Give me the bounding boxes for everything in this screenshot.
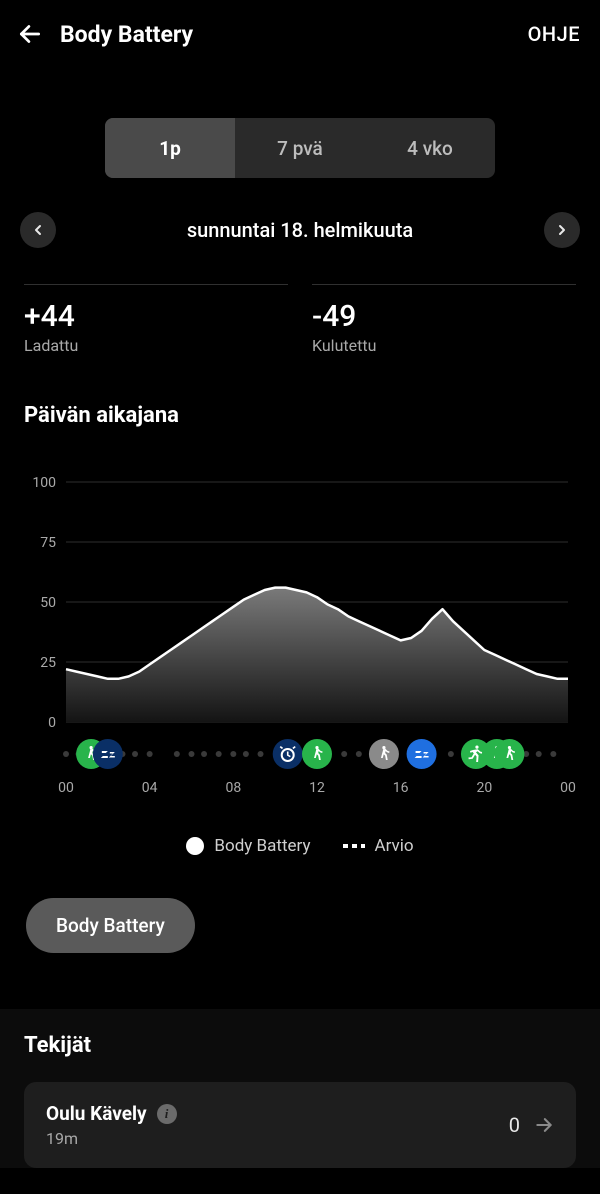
date-nav: sunnuntai 18. helmikuuta <box>0 212 600 248</box>
info-icon[interactable]: i <box>157 1104 177 1124</box>
factor-subtitle: 19m <box>46 1129 509 1148</box>
factor-title: Oulu Kävely <box>46 1102 147 1125</box>
chevron-right-icon <box>554 222 570 238</box>
legend-dash-icon <box>343 844 365 848</box>
legend-primary-label: Body Battery <box>214 836 310 856</box>
svg-text:75: 75 <box>40 535 56 551</box>
help-button[interactable]: OHJE <box>528 22 580 46</box>
legend-dot-icon <box>186 837 204 855</box>
timeline-title: Päivän aikajana <box>0 403 600 428</box>
range-tab-7pva[interactable]: 7 pvä <box>235 118 365 178</box>
range-segmented-wrap: 1p 7 pvä 4 vko <box>0 118 600 178</box>
factor-value: 0 <box>509 1113 520 1137</box>
legend-estimate: Arvio <box>343 836 414 856</box>
range-segmented: 1p 7 pvä 4 vko <box>105 118 495 178</box>
factor-left: Oulu Kävely i 19m <box>46 1102 509 1148</box>
svg-text:16: 16 <box>393 780 409 796</box>
svg-text:25: 25 <box>40 655 56 671</box>
stat-charged-value: +44 <box>24 299 288 334</box>
chart-legend: Body Battery Arvio <box>0 836 600 856</box>
arrow-left-icon <box>17 21 43 47</box>
sleep-event-icon[interactable] <box>407 739 437 769</box>
stat-drained-value: -49 <box>312 299 576 334</box>
svg-text:00: 00 <box>58 780 74 796</box>
factor-title-row: Oulu Kävely i <box>46 1102 509 1125</box>
svg-text:08: 08 <box>225 780 241 796</box>
svg-text:0: 0 <box>48 715 56 731</box>
date-label: sunnuntai 18. helmikuuta <box>187 218 413 242</box>
factors-title: Tekijät <box>24 1033 576 1058</box>
body-battery-chart: 0 25 50 75 100 00 04 08 12 16 20 00 <box>0 474 600 814</box>
stat-drained-label: Kulutettu <box>312 336 576 355</box>
stat-charged-label: Ladattu <box>24 336 288 355</box>
range-tab-4vko[interactable]: 4 vko <box>365 118 495 178</box>
walk-event-icon[interactable] <box>302 739 332 769</box>
stat-drained: -49 Kulutettu <box>312 284 576 355</box>
legend-body-battery: Body Battery <box>186 836 310 856</box>
walk-event-icon[interactable] <box>369 739 399 769</box>
factor-card[interactable]: Oulu Kävely i 19m 0 <box>24 1082 576 1168</box>
chevron-right-icon <box>534 1115 554 1135</box>
svg-text:20: 20 <box>476 780 492 796</box>
svg-text:00: 00 <box>560 780 576 796</box>
factor-right: 0 <box>509 1113 554 1137</box>
svg-text:50: 50 <box>40 595 56 611</box>
back-button[interactable] <box>14 18 46 50</box>
next-day-button[interactable] <box>544 212 580 248</box>
factors-section: Tekijät Oulu Kävely i 19m 0 <box>0 1009 600 1168</box>
range-tab-1p[interactable]: 1p <box>105 118 235 178</box>
header: Body Battery OHJE <box>0 0 600 68</box>
prev-day-button[interactable] <box>20 212 56 248</box>
legend-secondary-label: Arvio <box>375 836 414 856</box>
stat-charged: +44 Ladattu <box>24 284 288 355</box>
walk-event-icon[interactable] <box>494 739 524 769</box>
chart-svg: 0 25 50 75 100 00 04 08 12 16 20 00 <box>24 474 576 814</box>
page-title: Body Battery <box>60 21 528 48</box>
alarm-event-icon[interactable] <box>273 739 303 769</box>
svg-text:04: 04 <box>142 780 158 796</box>
chevron-left-icon <box>30 222 46 238</box>
sleep-event-icon[interactable] <box>93 739 123 769</box>
body-battery-button[interactable]: Body Battery <box>26 898 195 953</box>
stats-row: +44 Ladattu -49 Kulutettu <box>0 284 600 355</box>
svg-text:100: 100 <box>32 475 56 491</box>
svg-text:12: 12 <box>309 780 325 796</box>
